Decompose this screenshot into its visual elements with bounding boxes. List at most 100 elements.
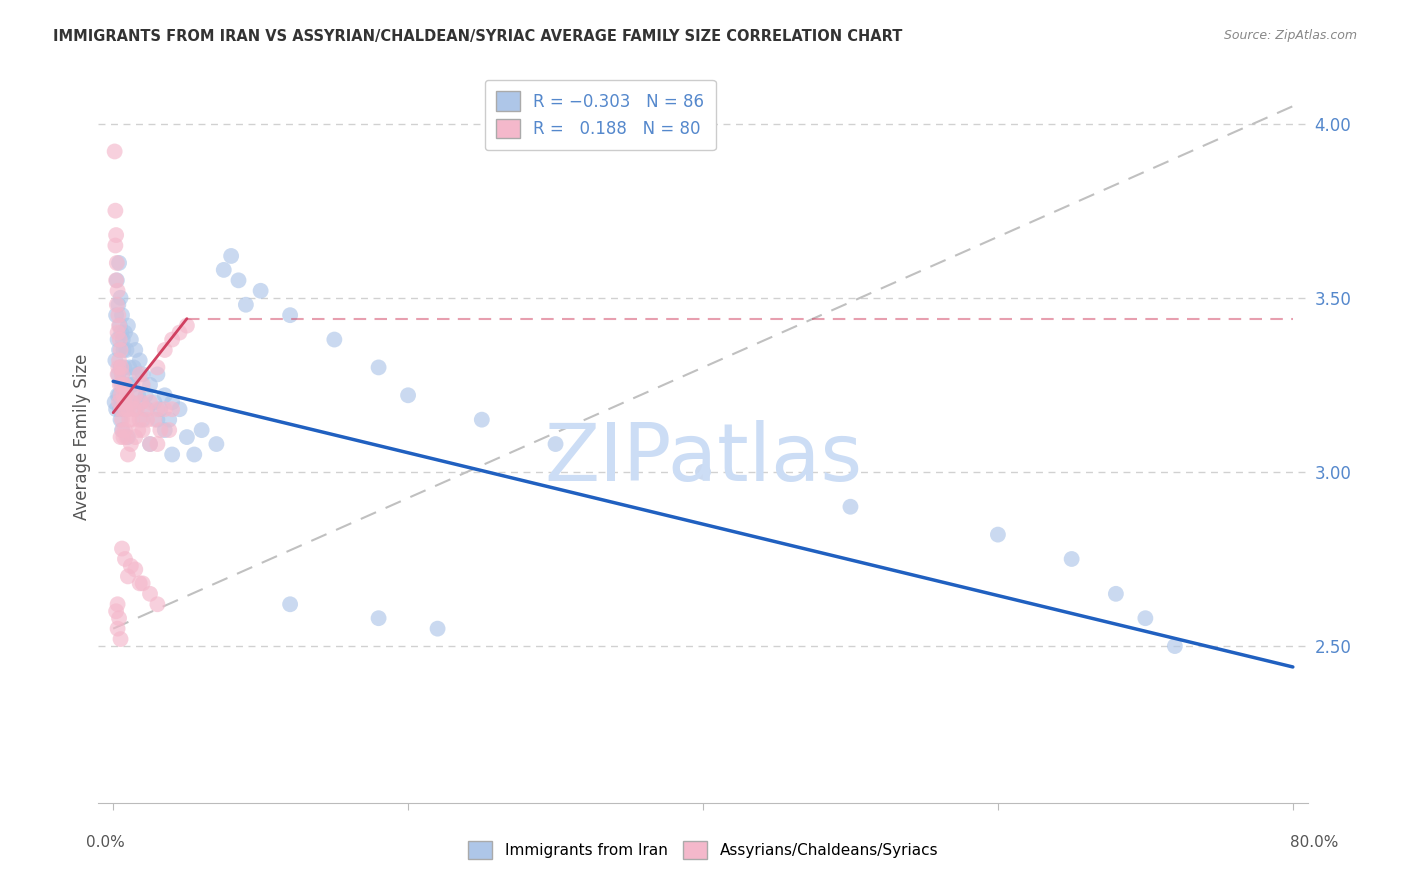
Text: Source: ZipAtlas.com: Source: ZipAtlas.com (1223, 29, 1357, 42)
Point (153, 402, 176, 417)
Point (110, 402, 132, 417)
Point (121, 412, 143, 426)
Point (131, 412, 153, 426)
Point (117, 448, 139, 462)
Point (105, 402, 128, 417)
Point (111, 412, 134, 426)
Point (104, 203, 127, 218)
Point (125, 368, 148, 382)
Point (121, 377, 143, 392)
Text: ZIPatlas: ZIPatlas (544, 420, 862, 498)
Point (692, 465, 714, 479)
Point (129, 395, 152, 409)
Point (139, 437, 162, 451)
Text: 80.0%: 80.0% (1291, 836, 1339, 850)
Point (124, 430, 146, 444)
Point (115, 388, 138, 402)
Point (112, 395, 135, 409)
Point (128, 353, 150, 368)
Point (110, 360, 132, 375)
Point (149, 423, 172, 437)
Point (396, 388, 419, 402)
Point (1060, 552, 1083, 566)
Point (114, 377, 136, 392)
Point (111, 368, 134, 382)
Point (108, 395, 131, 409)
Point (111, 308, 134, 322)
Point (120, 437, 142, 451)
Point (110, 430, 132, 444)
Point (120, 395, 142, 409)
Point (323, 333, 346, 347)
Point (107, 622, 129, 636)
Point (176, 430, 198, 444)
Point (160, 448, 183, 462)
Point (111, 333, 134, 347)
Point (107, 333, 129, 347)
Point (136, 402, 159, 417)
Point (117, 377, 139, 392)
Point (153, 388, 176, 402)
Point (104, 238, 127, 252)
Point (228, 273, 250, 287)
Legend: R = −0.303   N = 86, R =   0.188   N = 80: R = −0.303 N = 86, R = 0.188 N = 80 (485, 79, 716, 150)
Point (117, 402, 139, 417)
Point (367, 360, 389, 375)
Point (117, 569, 139, 583)
Point (169, 402, 191, 417)
Point (111, 395, 134, 409)
Point (108, 256, 131, 270)
Point (125, 402, 148, 417)
Point (122, 360, 145, 375)
Point (135, 402, 157, 417)
Point (124, 343, 146, 357)
Point (124, 388, 146, 402)
Point (124, 402, 146, 417)
Point (146, 402, 169, 417)
Point (128, 576, 150, 591)
Point (131, 576, 153, 591)
Point (105, 256, 128, 270)
Point (120, 558, 142, 573)
Point (105, 273, 128, 287)
Point (107, 326, 129, 340)
Point (149, 402, 172, 417)
Point (117, 430, 139, 444)
Point (107, 308, 129, 322)
Point (143, 412, 166, 426)
Y-axis label: Average Family Size: Average Family Size (73, 354, 91, 520)
Point (139, 395, 162, 409)
Point (110, 388, 132, 402)
Point (111, 541, 134, 556)
Point (108, 333, 131, 347)
Point (111, 368, 134, 382)
Point (139, 437, 162, 451)
Point (112, 430, 135, 444)
Point (108, 343, 131, 357)
Point (146, 597, 169, 611)
Point (108, 318, 131, 333)
Point (127, 423, 149, 437)
Point (108, 388, 131, 402)
Point (115, 343, 138, 357)
Point (235, 298, 257, 312)
Point (146, 412, 169, 426)
Point (110, 343, 132, 357)
Point (183, 448, 205, 462)
Point (471, 412, 494, 426)
Point (128, 412, 150, 426)
Point (111, 423, 134, 437)
Point (544, 437, 567, 451)
Legend: Immigrants from Iran, Assyrians/Chaldeans/Syriacs: Immigrants from Iran, Assyrians/Chaldean… (461, 835, 945, 864)
Text: 0.0%: 0.0% (86, 836, 125, 850)
Point (104, 395, 127, 409)
Point (107, 298, 129, 312)
Point (1135, 611, 1157, 625)
Point (105, 604, 128, 618)
Point (110, 377, 132, 392)
Point (114, 326, 136, 340)
Point (249, 284, 271, 298)
Point (146, 360, 169, 375)
Point (278, 308, 301, 322)
Point (127, 388, 149, 402)
